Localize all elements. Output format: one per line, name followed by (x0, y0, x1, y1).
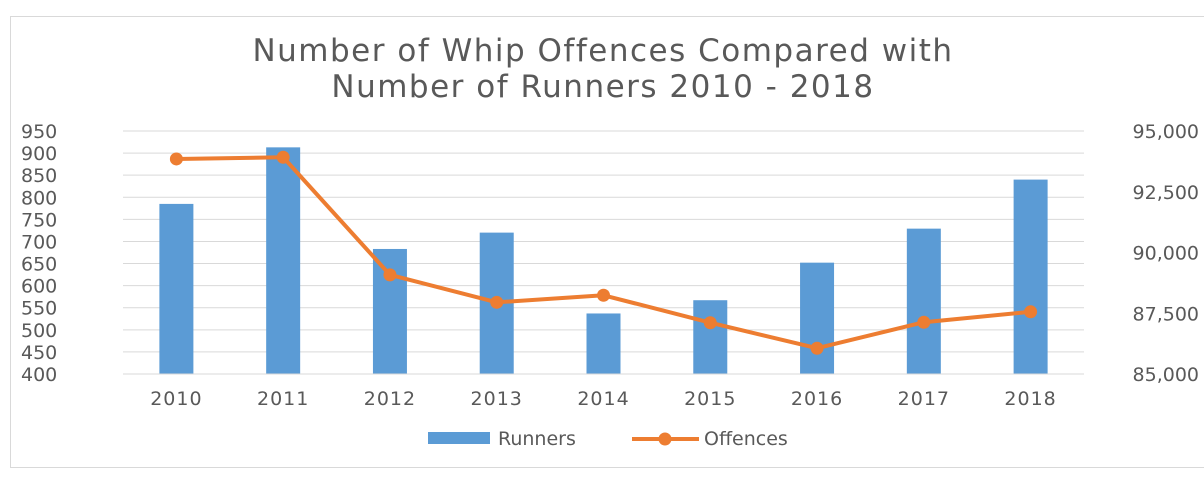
point-offences (1024, 305, 1038, 319)
point-offences (383, 268, 397, 282)
y-right-tick-label: 90,000 (1133, 243, 1199, 265)
x-tick-label: 2018 (1004, 388, 1056, 410)
point-offences (276, 150, 290, 164)
chart-title-line: Number of Whip Offences Compared with (252, 33, 953, 69)
x-tick-label: 2011 (257, 388, 309, 410)
combo-chart: Number of Whip Offences Compared withNum… (21, 33, 1199, 450)
point-offences (597, 288, 610, 302)
point-offences (917, 315, 931, 329)
y-left-tick-label: 500 (21, 320, 57, 342)
y-left-tick-label: 950 (21, 121, 57, 143)
bar-runners (693, 300, 728, 374)
bar-runners (800, 262, 835, 374)
x-tick-label: 2013 (471, 388, 523, 410)
bar-runners (266, 147, 301, 374)
point-offences (169, 152, 183, 166)
x-tick-label: 2014 (577, 388, 629, 410)
x-tick-label: 2012 (364, 388, 416, 410)
chart-container: Number of Whip Offences Compared with Num… (10, 16, 1204, 468)
bar-runners (586, 313, 621, 374)
point-offences (703, 316, 717, 330)
y-left-tick-label: 750 (21, 209, 57, 231)
point-offences (810, 341, 824, 355)
y-left-tick-label: 600 (21, 276, 57, 298)
bar-runners (159, 203, 194, 374)
bar-runners (1013, 179, 1048, 374)
x-tick-label: 2015 (684, 388, 736, 410)
y-left-tick-label: 850 (21, 165, 57, 187)
y-left-tick-label: 550 (21, 298, 57, 320)
chart-title-line: Number of Runners 2010 - 2018 (331, 69, 874, 105)
bar-runners (372, 248, 407, 374)
y-left-tick-label: 900 (21, 143, 57, 165)
y-left-tick-label: 650 (21, 254, 57, 276)
y-right-tick-label: 92,500 (1133, 182, 1199, 204)
point-offences (490, 295, 504, 309)
legend-label-offences: Offences (704, 428, 788, 450)
x-tick-label: 2010 (150, 388, 202, 410)
legend-marker-offences (658, 432, 672, 446)
bar-runners (906, 228, 941, 374)
y-right-tick-label: 87,500 (1133, 303, 1199, 325)
x-tick-label: 2017 (898, 388, 950, 410)
y-left-tick-label: 800 (21, 187, 57, 209)
y-left-tick-label: 450 (21, 342, 57, 364)
x-tick-label: 2016 (791, 388, 843, 410)
y-left-tick-label: 400 (21, 364, 57, 386)
y-left-tick-label: 700 (21, 231, 57, 253)
y-right-tick-label: 95,000 (1133, 121, 1199, 143)
y-right-tick-label: 85,000 (1133, 364, 1199, 386)
legend-label-runners: Runners (498, 428, 576, 450)
legend-swatch-runners (428, 432, 490, 444)
